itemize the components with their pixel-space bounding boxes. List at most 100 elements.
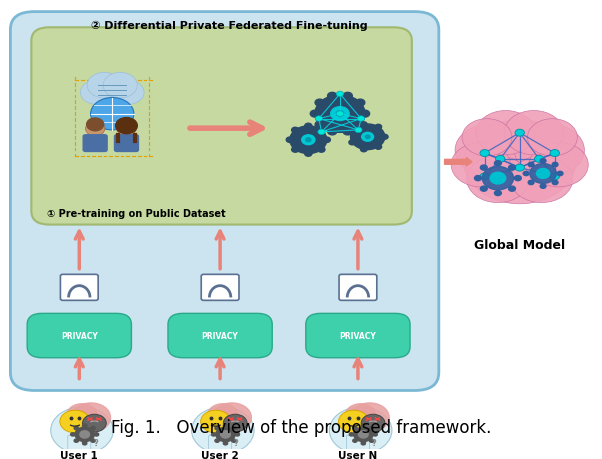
- Circle shape: [91, 426, 95, 430]
- FancyBboxPatch shape: [82, 135, 108, 153]
- Circle shape: [494, 191, 501, 196]
- Circle shape: [213, 403, 252, 432]
- Circle shape: [318, 128, 325, 134]
- Circle shape: [302, 135, 315, 146]
- Circle shape: [338, 410, 368, 433]
- Circle shape: [85, 122, 105, 137]
- Circle shape: [552, 163, 558, 168]
- Text: User 2: User 2: [201, 450, 239, 459]
- Circle shape: [353, 426, 357, 430]
- Text: Fig. 1.   Overview of the proposed framework.: Fig. 1. Overview of the proposed framewo…: [111, 418, 491, 436]
- Circle shape: [232, 426, 236, 430]
- Circle shape: [515, 130, 524, 137]
- Circle shape: [474, 176, 482, 181]
- Circle shape: [362, 133, 374, 142]
- FancyBboxPatch shape: [339, 275, 377, 301]
- Text: ?: ?: [93, 438, 98, 447]
- Circle shape: [455, 125, 525, 177]
- Circle shape: [323, 138, 330, 143]
- Circle shape: [514, 125, 585, 177]
- Circle shape: [91, 75, 134, 107]
- Circle shape: [490, 173, 506, 185]
- Circle shape: [310, 111, 320, 118]
- Circle shape: [361, 414, 385, 432]
- Text: User N: User N: [338, 450, 377, 459]
- Circle shape: [82, 424, 87, 427]
- Circle shape: [327, 93, 337, 100]
- Circle shape: [462, 119, 512, 157]
- FancyBboxPatch shape: [201, 275, 239, 301]
- Circle shape: [215, 439, 219, 442]
- Circle shape: [355, 128, 362, 133]
- Text: ?: ?: [234, 438, 238, 447]
- Circle shape: [451, 143, 510, 187]
- Circle shape: [337, 112, 344, 117]
- Circle shape: [67, 404, 97, 426]
- Circle shape: [495, 156, 505, 163]
- Circle shape: [346, 404, 376, 426]
- Circle shape: [361, 442, 365, 445]
- Circle shape: [350, 125, 385, 150]
- Circle shape: [540, 159, 546, 163]
- Circle shape: [361, 147, 367, 152]
- Circle shape: [74, 426, 78, 430]
- FancyBboxPatch shape: [346, 435, 370, 454]
- Circle shape: [87, 73, 122, 99]
- Circle shape: [51, 407, 113, 454]
- Circle shape: [536, 169, 550, 179]
- Circle shape: [315, 117, 323, 122]
- FancyBboxPatch shape: [209, 435, 232, 454]
- FancyBboxPatch shape: [10, 12, 439, 391]
- Circle shape: [356, 122, 365, 129]
- Circle shape: [370, 426, 374, 430]
- Circle shape: [318, 130, 325, 135]
- Circle shape: [361, 111, 370, 118]
- Circle shape: [337, 112, 344, 117]
- Circle shape: [95, 433, 99, 436]
- Circle shape: [349, 140, 356, 146]
- Circle shape: [330, 107, 349, 121]
- FancyBboxPatch shape: [306, 313, 410, 358]
- Circle shape: [494, 161, 501, 167]
- Circle shape: [91, 98, 134, 131]
- Circle shape: [112, 81, 144, 105]
- Circle shape: [80, 431, 90, 438]
- Circle shape: [509, 166, 515, 171]
- FancyBboxPatch shape: [27, 313, 131, 358]
- Circle shape: [315, 122, 324, 129]
- Circle shape: [291, 147, 299, 153]
- Text: User 1: User 1: [60, 450, 98, 459]
- FancyBboxPatch shape: [114, 135, 139, 153]
- Circle shape: [504, 111, 563, 156]
- Circle shape: [116, 118, 137, 134]
- Circle shape: [87, 119, 104, 131]
- Circle shape: [343, 129, 352, 135]
- Circle shape: [349, 129, 356, 134]
- Circle shape: [482, 167, 514, 190]
- Circle shape: [211, 433, 216, 436]
- Circle shape: [552, 181, 558, 185]
- FancyBboxPatch shape: [60, 275, 98, 301]
- Circle shape: [550, 174, 559, 180]
- Circle shape: [117, 122, 136, 137]
- Circle shape: [216, 427, 235, 442]
- Circle shape: [530, 164, 556, 184]
- Circle shape: [476, 111, 535, 156]
- Circle shape: [329, 407, 392, 454]
- Circle shape: [191, 407, 254, 454]
- Circle shape: [529, 143, 588, 187]
- Circle shape: [527, 119, 577, 157]
- Circle shape: [358, 117, 365, 122]
- Circle shape: [305, 151, 312, 157]
- Circle shape: [382, 135, 388, 140]
- Circle shape: [557, 172, 563, 176]
- Circle shape: [365, 136, 370, 139]
- Circle shape: [337, 92, 344, 97]
- Circle shape: [370, 439, 374, 442]
- Circle shape: [70, 433, 75, 436]
- Text: PRIVACY: PRIVACY: [202, 331, 238, 341]
- Circle shape: [82, 442, 87, 445]
- Text: ② Differential Private Federated Fine-tuning: ② Differential Private Federated Fine-tu…: [91, 21, 367, 31]
- Circle shape: [480, 166, 487, 171]
- Circle shape: [540, 185, 546, 189]
